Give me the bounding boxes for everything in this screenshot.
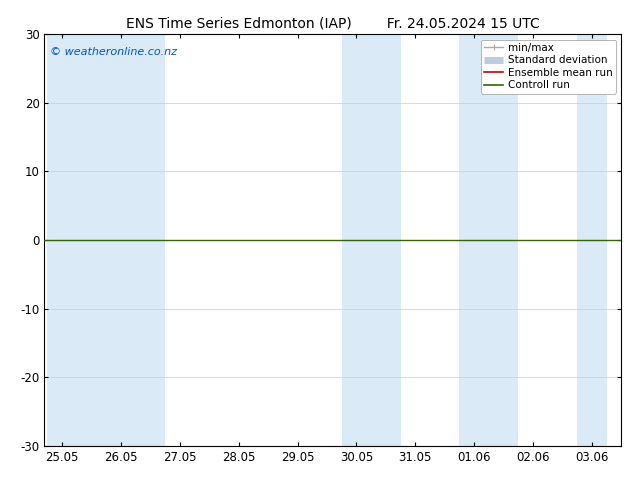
Bar [106, 34, 165, 446]
Bar [342, 34, 401, 446]
Bar [460, 34, 518, 446]
Legend: min/max, Standard deviation, Ensemble mean run, Controll run: min/max, Standard deviation, Ensemble me… [481, 40, 616, 94]
Bar [48, 34, 106, 446]
Text: © weatheronline.co.nz: © weatheronline.co.nz [50, 47, 177, 57]
Bar [577, 34, 607, 446]
Title: ENS Time Series Edmonton (IAP)        Fr. 24.05.2024 15 UTC: ENS Time Series Edmonton (IAP) Fr. 24.05… [126, 16, 540, 30]
